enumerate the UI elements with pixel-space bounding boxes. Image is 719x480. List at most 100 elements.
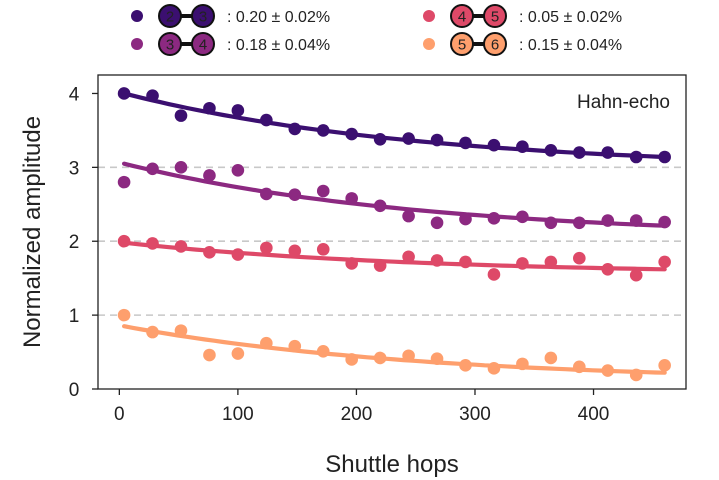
y-tick-label: 0 (69, 380, 80, 401)
legend-entry-2-3: 2 3 : 0.20 ± 0.02% (131, 4, 330, 28)
data-point-4-5 (117, 234, 131, 248)
data-point-4-5 (544, 255, 558, 269)
data-point-2-3 (373, 132, 387, 146)
data-point-4-5 (316, 243, 330, 256)
data-point-4-5 (402, 250, 415, 264)
legend-value: : 0.05 ± 0.02% (519, 9, 622, 26)
y-tick-label: 3 (69, 158, 80, 179)
data-point-3-4 (231, 164, 245, 177)
quantum-dot-label: 3 (166, 37, 174, 54)
y-tick-label: 4 (69, 84, 80, 105)
legend-value: : 0.20 ± 0.02% (227, 9, 330, 26)
data-point-4-5 (146, 237, 159, 250)
legend-entry-4-5: 4 5: 0.05 ± 0.02% (423, 4, 622, 28)
data-point-5-6 (146, 325, 159, 339)
legend-marker (423, 38, 435, 50)
quantum-dot-label: 6 (491, 37, 499, 54)
legend: 2 3: 0.20 ± 0.02% 4 5: 0.05 ± 0.02% 3 4: 0.18… (131, 4, 622, 56)
annotation-hahn-echo: Hahn-echo (577, 92, 670, 113)
quantum-dot-icon (158, 4, 182, 28)
data-point-4-5 (459, 255, 472, 269)
data-point-3-4 (487, 212, 501, 225)
x-tick-label: 100 (222, 404, 254, 425)
quantum-dot-icon (450, 4, 474, 28)
fit-lines (122, 91, 667, 375)
data-point-2-3 (573, 146, 586, 159)
data-point-4-5 (345, 257, 358, 270)
legend-marker (423, 10, 435, 22)
data-point-2-3 (402, 132, 415, 145)
data-point-5-6 (373, 351, 387, 365)
data-point-5-6 (573, 360, 586, 374)
data-point-5-6 (288, 339, 302, 353)
data-point-5-6 (629, 368, 643, 382)
data-point-3-4 (430, 216, 444, 230)
data-point-4-5 (174, 240, 188, 253)
legend-marker (131, 10, 143, 22)
data-point-4-5 (516, 257, 529, 270)
x-tick-label: 300 (459, 404, 491, 425)
data-point-5-6 (316, 345, 330, 358)
data-point-2-3 (174, 109, 188, 122)
data-point-2-3 (316, 124, 330, 137)
data-point-2-3 (430, 133, 444, 147)
data-point-2-3 (658, 150, 671, 164)
y-axis-ticks: 0 1 2 3 4 (69, 84, 98, 401)
quantum-dot-label: 4 (199, 37, 207, 54)
quantum-dot-label: 3 (199, 9, 207, 26)
data-point-4-5 (629, 268, 643, 282)
data-point-4-5 (373, 259, 387, 272)
data-point-5-6 (544, 351, 558, 365)
data-point-4-5 (260, 241, 273, 255)
data-point-2-3 (544, 144, 558, 157)
data-point-4-5 (487, 268, 501, 281)
y-tick-label: 1 (69, 306, 80, 327)
data-point-3-4 (288, 188, 302, 201)
data-point-3-4 (601, 214, 615, 227)
data-point-3-4 (345, 192, 358, 205)
data-point-3-4 (516, 210, 529, 224)
data-point-3-4 (174, 161, 188, 174)
data-point-2-3 (260, 113, 273, 127)
data-point-3-4 (402, 209, 415, 223)
quantum-dot-label: 4 (458, 9, 466, 26)
data-point-2-3 (487, 138, 501, 152)
data-point-5-6 (402, 349, 415, 363)
data-point-2-3 (203, 101, 216, 115)
data-point-5-6 (658, 359, 671, 372)
legend-value: : 0.15 ± 0.04% (519, 37, 622, 54)
data-point-3-4 (373, 199, 387, 213)
data-point-5-6 (231, 347, 245, 360)
data-points (117, 87, 671, 382)
data-point-2-3 (629, 150, 643, 164)
data-point-3-4 (146, 162, 159, 176)
legend-entry-3-4: 3 4: 0.18 ± 0.04% (131, 32, 330, 56)
data-point-4-5 (203, 246, 216, 259)
y-axis-label: Normalized amplitude (19, 116, 46, 348)
data-point-2-3 (231, 104, 245, 117)
data-point-4-5 (573, 251, 586, 265)
data-point-3-4 (544, 216, 558, 230)
data-point-5-6 (601, 364, 615, 377)
quantum-dot-icon (483, 4, 507, 28)
data-point-4-5 (288, 244, 302, 258)
data-point-3-4 (573, 216, 586, 230)
x-tick-label: 0 (114, 404, 125, 425)
quantum-dot-icon (483, 32, 507, 56)
data-point-3-4 (203, 169, 216, 182)
data-point-2-3 (601, 146, 615, 159)
axes-frame (97, 74, 687, 390)
data-point-3-4 (629, 214, 643, 227)
data-point-4-5 (601, 263, 615, 276)
quantum-dot-icon (450, 32, 474, 56)
data-point-3-4 (459, 212, 472, 226)
data-point-3-4 (260, 187, 273, 201)
legend-entry-5-6: 5 6: 0.15 ± 0.04% (423, 32, 622, 56)
quantum-dot-label: 2 (166, 9, 174, 26)
data-point-5-6 (174, 324, 188, 337)
quantum-dot-icon (191, 4, 215, 28)
data-point-2-3 (117, 87, 131, 100)
data-point-3-4 (658, 215, 671, 229)
data-point-5-6 (203, 348, 216, 362)
